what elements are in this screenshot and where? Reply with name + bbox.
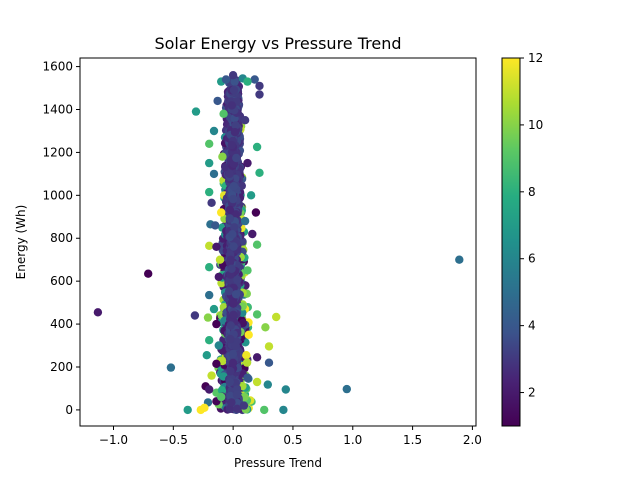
- data-point-41: [209, 304, 219, 314]
- colorbar-tick-label-5: 12: [528, 51, 543, 65]
- data-point-17: [255, 168, 264, 177]
- data-point-56: [228, 71, 238, 80]
- y-axis-label: Energy (Wh): [14, 205, 28, 280]
- data-point-12: [263, 380, 272, 389]
- data-point-4: [191, 107, 201, 116]
- y-tick-label-3: 600: [50, 274, 73, 288]
- chart-title: Solar Energy vs Pressure Trend: [154, 34, 401, 53]
- data-point-5: [455, 255, 464, 264]
- y-tick-label-7: 1400: [42, 102, 73, 116]
- data-point-59: [219, 109, 228, 119]
- colorbar: [501, 57, 521, 427]
- colorbar-tick-label-1: 4: [528, 319, 536, 333]
- y-tick-label-2: 400: [50, 317, 73, 331]
- data-point-37: [212, 242, 221, 251]
- data-point-3: [190, 311, 200, 320]
- data-points: [93, 71, 464, 415]
- data-point-27: [213, 96, 222, 106]
- data-point-10: [264, 342, 274, 351]
- data-point-22: [252, 377, 262, 387]
- data-point-7: [281, 385, 290, 394]
- data-point-9: [272, 312, 281, 322]
- data-point-32: [205, 187, 214, 197]
- x-axis: −1.0 −0.5 0.0 0.5 1.0 1.5 2.0: [99, 426, 482, 447]
- data-point-18: [252, 142, 262, 152]
- data-point-42: [203, 313, 213, 322]
- colorbar-ticks: 2 4 6 8 10 12: [520, 51, 543, 400]
- data-point-30: [205, 158, 214, 168]
- colorbar-tick-label-0: 2: [528, 386, 536, 400]
- data-point-66: [243, 266, 252, 275]
- data-point-39: [214, 272, 223, 282]
- data-point-38: [205, 263, 214, 272]
- y-tick-label-4: 800: [50, 231, 73, 245]
- data-point-21: [252, 353, 262, 362]
- y-axis: 0 200 400 600 800 1000 1200 1400 1600: [42, 60, 80, 417]
- data-point-23: [251, 208, 261, 217]
- data-point-65: [215, 255, 225, 264]
- data-point-25: [248, 229, 257, 239]
- data-point-53: [200, 403, 209, 412]
- data-point-31: [209, 169, 219, 179]
- data-point-55: [221, 75, 231, 84]
- data-point-63: [217, 208, 226, 217]
- x-tick-label-4: 1.0: [343, 433, 362, 447]
- data-point-61: [218, 152, 227, 161]
- data-point-70: [217, 392, 226, 402]
- dense-cluster-layer: [212, 76, 256, 415]
- y-tick-label-0: 0: [65, 403, 73, 417]
- data-point-1: [144, 269, 153, 278]
- data-point-20: [252, 310, 262, 319]
- y-tick-label-6: 1200: [42, 145, 73, 159]
- data-point-2: [166, 363, 176, 372]
- data-point-6: [342, 384, 351, 394]
- y-tick-label-5: 1000: [42, 188, 73, 202]
- data-point-71: [239, 401, 249, 410]
- y-tick-label-1: 200: [50, 360, 73, 374]
- data-point-33: [207, 198, 216, 207]
- data-point-40: [205, 290, 214, 300]
- x-tick-label-6: 2.0: [463, 433, 482, 447]
- data-point-60: [240, 116, 250, 125]
- data-point-69: [243, 373, 252, 382]
- data-point-64: [240, 216, 250, 226]
- colorbar-tick-label-4: 10: [528, 118, 543, 132]
- x-tick-label-3: 0.5: [283, 433, 302, 447]
- data-point-15: [255, 81, 264, 91]
- colorbar-tick-label-3: 8: [528, 185, 536, 199]
- data-point-46: [212, 359, 221, 368]
- data-point-28: [209, 126, 219, 136]
- y-tick-label-8: 1600: [42, 60, 73, 74]
- data-point-19: [252, 240, 262, 249]
- colorbar-tick-label-2: 6: [528, 252, 536, 266]
- x-tick-label-1: −0.5: [159, 433, 188, 447]
- data-point-58: [243, 77, 252, 86]
- data-point-67: [214, 341, 223, 350]
- data-point-49: [205, 385, 214, 394]
- plot-frame: [79, 57, 477, 427]
- data-point-44: [205, 336, 214, 345]
- data-point-24: [250, 75, 259, 84]
- x-tick-label-2: 0.0: [224, 433, 243, 447]
- data-point-62: [243, 158, 252, 168]
- data-point-47: [207, 371, 216, 380]
- data-point-68: [244, 330, 253, 339]
- data-point-13: [261, 323, 270, 332]
- data-point-36: [205, 241, 214, 250]
- data-point-8: [279, 405, 288, 415]
- data-point-43: [212, 319, 221, 329]
- x-axis-label: Pressure Trend: [234, 456, 322, 470]
- data-point-35: [211, 221, 220, 230]
- data-point-29: [205, 139, 214, 148]
- data-point-16: [255, 90, 264, 99]
- data-point-14: [260, 405, 269, 415]
- data-point-0: [93, 308, 103, 317]
- data-point-52: [183, 405, 192, 415]
- data-point-26: [246, 191, 256, 200]
- data-point-11: [264, 358, 274, 367]
- x-tick-label-5: 1.5: [403, 433, 422, 447]
- data-point-45: [202, 351, 211, 360]
- x-tick-label-0: −1.0: [99, 433, 128, 447]
